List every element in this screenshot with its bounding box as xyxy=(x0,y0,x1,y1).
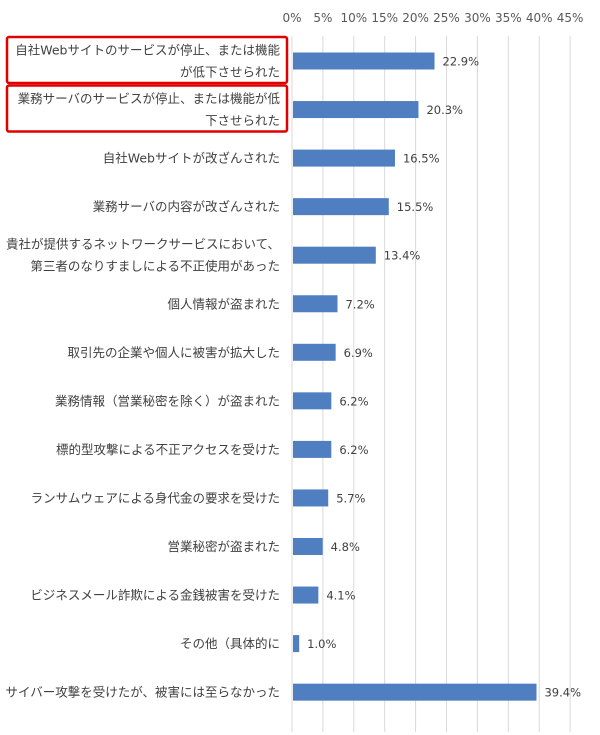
highlight-box xyxy=(5,84,289,133)
highlight-box xyxy=(5,35,289,85)
bar xyxy=(293,52,435,70)
bar xyxy=(293,635,300,653)
bar xyxy=(293,440,332,458)
category-label: 自社Webサイトが改ざんされた xyxy=(103,151,280,166)
category-label: その他（具体的に xyxy=(180,636,280,651)
bar xyxy=(293,295,338,313)
x-tick-label: 40% xyxy=(526,11,553,25)
bar xyxy=(293,149,395,167)
category-label: が低下させられた xyxy=(180,65,280,80)
x-tick-label: 5% xyxy=(313,11,332,25)
data-label: 4.1% xyxy=(326,589,355,603)
bar xyxy=(293,392,332,410)
data-label: 20.3% xyxy=(426,103,463,117)
category-label: 標的型攻撃による不正アクセスを受けた xyxy=(56,442,280,457)
bar xyxy=(293,538,323,555)
data-label: 13.4% xyxy=(384,249,421,263)
data-label: 1.0% xyxy=(307,637,336,651)
category-label: 取引先の企業や個人に被害が拡大した xyxy=(67,345,280,360)
category-label: 自社Webサイトのサービスが停止、または機能 xyxy=(15,43,280,58)
bar xyxy=(293,101,419,119)
x-tick-label: 20% xyxy=(402,11,429,25)
category-label: 第三者のなりすましによる不正使用があった xyxy=(30,259,280,274)
bar xyxy=(293,489,329,507)
x-tick-label: 0% xyxy=(282,11,301,25)
category-label: 個人情報が盗まれた xyxy=(167,296,280,311)
data-label: 6.9% xyxy=(344,346,373,360)
data-label: 22.9% xyxy=(443,55,480,69)
bar xyxy=(293,246,376,264)
data-label: 6.2% xyxy=(339,443,368,457)
bar xyxy=(293,683,537,701)
x-tick-label: 15% xyxy=(371,11,398,25)
bar xyxy=(293,343,336,361)
data-label: 39.4% xyxy=(544,686,581,700)
category-label: 業務サーバのサービスが停止、または機能が低 xyxy=(18,91,281,106)
data-label: 6.2% xyxy=(339,394,368,408)
category-label: 業務情報（営業秘密を除く）が盗まれた xyxy=(55,393,280,408)
category-label: ビジネスメール詐欺による金銭被害を受けた xyxy=(30,588,280,603)
x-tick-label: 25% xyxy=(433,11,460,25)
x-tick-label: 45% xyxy=(557,11,584,25)
data-label: 16.5% xyxy=(403,152,440,166)
x-tick-label: 35% xyxy=(495,11,522,25)
bar xyxy=(293,586,319,604)
category-label: 下させられた xyxy=(205,113,280,128)
x-tick-label: 10% xyxy=(340,11,367,25)
category-label: 営業秘密が盗まれた xyxy=(167,539,280,554)
category-label: サイバー攻撃を受けたが、被害には至らなかった xyxy=(5,685,280,700)
data-label: 4.8% xyxy=(331,540,360,554)
data-label: 7.2% xyxy=(345,297,374,311)
category-label: 業務サーバの内容が改ざんされた xyxy=(93,199,280,214)
bar xyxy=(293,198,389,216)
data-label: 5.7% xyxy=(336,491,365,505)
category-label: ランサムウェアによる身代金の要求を受けた xyxy=(31,490,280,505)
category-label: 貴社が提供するネットワークサービスにおいて、 xyxy=(6,237,280,252)
data-label: 15.5% xyxy=(397,200,434,214)
x-tick-label: 30% xyxy=(464,11,491,25)
